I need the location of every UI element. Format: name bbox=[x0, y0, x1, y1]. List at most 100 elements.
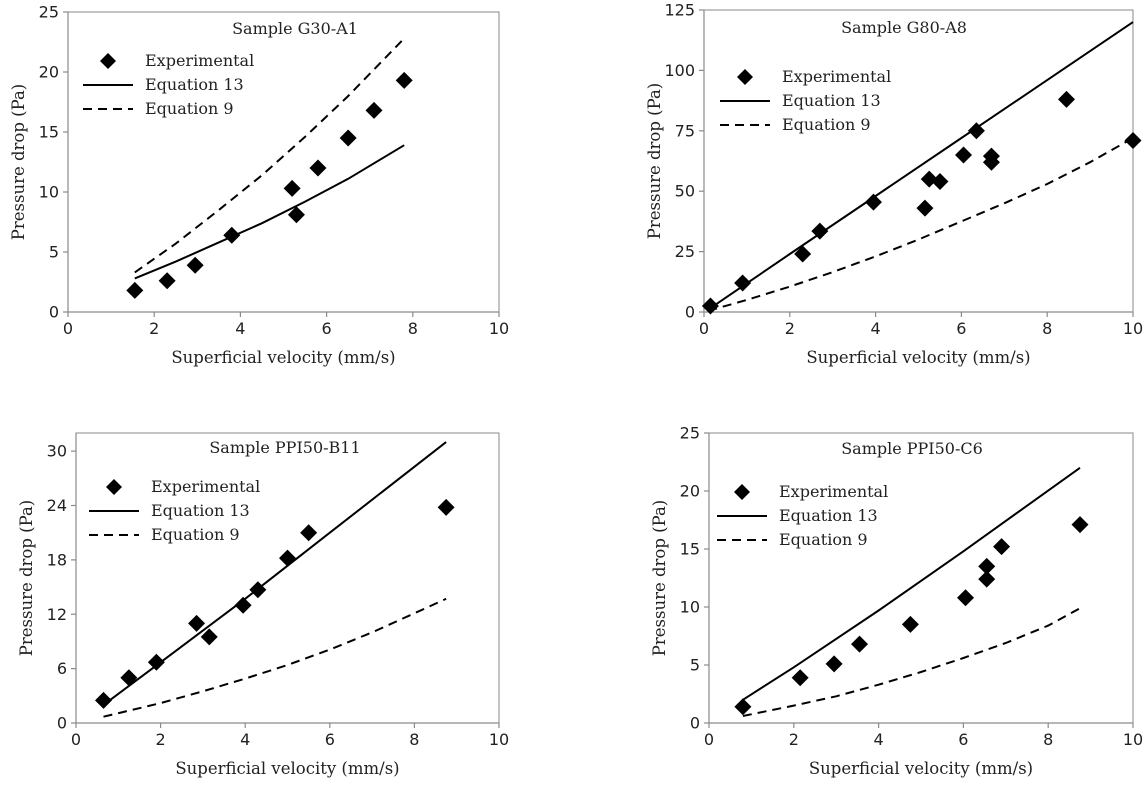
x-tick-label: 10 bbox=[1123, 730, 1143, 749]
legend-label: Equation 13 bbox=[782, 91, 881, 110]
legend-label: Experimental bbox=[779, 482, 888, 501]
y-tick-label: 0 bbox=[685, 303, 695, 322]
y-tick-label: 18 bbox=[47, 550, 67, 569]
legend-marker-diamond bbox=[734, 484, 750, 500]
x-axis-label: Superficial velocity (mm/s) bbox=[806, 348, 1030, 367]
data-point-diamond bbox=[701, 297, 719, 315]
series-experimental bbox=[94, 498, 455, 709]
data-point-diamond bbox=[287, 206, 305, 224]
legend: Experimental Equation 13 Equation 9 bbox=[83, 51, 254, 118]
y-tick-label: 24 bbox=[47, 496, 67, 515]
legend-label: Equation 13 bbox=[151, 501, 250, 520]
series-line-equation-9 bbox=[708, 137, 1134, 312]
x-tick-label: 2 bbox=[789, 730, 799, 749]
chart-title: Sample G80-A8 bbox=[841, 18, 967, 37]
data-point-diamond bbox=[811, 222, 829, 240]
x-tick-label: 6 bbox=[956, 319, 966, 338]
data-point-diamond bbox=[978, 570, 996, 588]
data-point-diamond bbox=[339, 129, 357, 147]
x-axis-label: Superficial velocity (mm/s) bbox=[171, 348, 395, 367]
y-tick-label: 25 bbox=[39, 3, 59, 22]
x-tick-label: 0 bbox=[71, 730, 81, 749]
y-axis-label: Pressure drop (Pa) bbox=[9, 84, 28, 240]
data-point-diamond bbox=[223, 226, 241, 244]
data-point-diamond bbox=[967, 122, 985, 140]
x-tick-label: 8 bbox=[1042, 319, 1052, 338]
data-point-diamond bbox=[734, 274, 752, 292]
x-tick-label: 10 bbox=[489, 319, 509, 338]
x-tick-label: 6 bbox=[958, 730, 968, 749]
y-tick-label: 75 bbox=[675, 121, 695, 140]
legend-label: Equation 13 bbox=[145, 75, 244, 94]
chart-panel-1: 0 2 4 6 8 10 0 5 10 15 20 25 Superficial velocity (m… bbox=[9, 3, 509, 368]
y-tick-label: 0 bbox=[49, 303, 59, 322]
data-point-diamond bbox=[126, 281, 144, 299]
x-tick-label: 4 bbox=[235, 319, 245, 338]
data-point-diamond bbox=[186, 256, 204, 274]
data-point-diamond bbox=[147, 653, 165, 671]
data-point-diamond bbox=[916, 199, 934, 217]
data-point-diamond bbox=[395, 71, 413, 89]
x-tick-label: 2 bbox=[149, 319, 159, 338]
data-point-diamond bbox=[309, 159, 327, 177]
data-point-diamond bbox=[158, 272, 176, 290]
y-tick-label: 125 bbox=[664, 1, 695, 20]
y-axis-label: Pressure drop (Pa) bbox=[645, 83, 664, 239]
series-line-equation-13 bbox=[102, 441, 447, 706]
x-tick-label: 8 bbox=[1043, 730, 1053, 749]
y-tick-label: 25 bbox=[680, 424, 700, 443]
x-axis-label: Superficial velocity (mm/s) bbox=[809, 759, 1033, 778]
y-axis-label: Pressure drop (Pa) bbox=[17, 500, 36, 656]
y-tick-label: 10 bbox=[39, 183, 59, 202]
chart-panel-4: 0 2 4 6 8 10 0 5 10 15 20 25 Superficial velocity (m… bbox=[650, 424, 1143, 779]
y-tick-label: 50 bbox=[675, 182, 695, 201]
legend-label: Equation 9 bbox=[782, 115, 871, 134]
data-point-diamond bbox=[734, 698, 752, 716]
x-tick-label: 10 bbox=[489, 730, 509, 749]
series-line-equation-13 bbox=[707, 21, 1134, 311]
x-tick-label: 4 bbox=[240, 730, 250, 749]
legend: Experimental Equation 13 Equation 9 bbox=[720, 67, 891, 134]
data-point-diamond bbox=[200, 628, 218, 646]
y-tick-label: 30 bbox=[47, 442, 67, 461]
legend-marker-diamond bbox=[106, 479, 122, 495]
x-tick-label: 0 bbox=[699, 319, 709, 338]
series-line-equation-9 bbox=[742, 607, 1081, 717]
chart-title: Sample PPI50-B11 bbox=[209, 438, 360, 457]
data-point-diamond bbox=[120, 669, 138, 687]
y-tick-label: 20 bbox=[680, 482, 700, 501]
y-tick-label: 100 bbox=[664, 61, 695, 80]
legend: Experimental Equation 13 Equation 9 bbox=[89, 477, 260, 544]
x-axis-label: Superficial velocity (mm/s) bbox=[175, 759, 399, 778]
legend-label: Equation 9 bbox=[779, 530, 868, 549]
data-point-diamond bbox=[188, 614, 206, 632]
data-point-diamond bbox=[931, 173, 949, 191]
y-tick-label: 5 bbox=[49, 243, 59, 262]
legend-marker-diamond bbox=[100, 53, 116, 69]
data-point-diamond bbox=[1124, 131, 1142, 149]
data-point-diamond bbox=[791, 669, 809, 687]
data-point-diamond bbox=[1058, 90, 1076, 108]
data-point-diamond bbox=[993, 538, 1011, 556]
x-tick-label: 6 bbox=[325, 730, 335, 749]
legend-label: Experimental bbox=[782, 67, 891, 86]
legend-label: Equation 9 bbox=[151, 525, 240, 544]
data-point-diamond bbox=[901, 615, 919, 633]
y-tick-label: 12 bbox=[47, 605, 67, 624]
series-line-equation-9 bbox=[134, 37, 405, 274]
data-point-diamond bbox=[437, 498, 455, 516]
y-tick-label: 0 bbox=[690, 714, 700, 733]
x-tick-label: 10 bbox=[1123, 319, 1143, 338]
series-line-equation-13 bbox=[742, 466, 1081, 701]
legend-label: Experimental bbox=[145, 51, 254, 70]
y-tick-label: 10 bbox=[680, 598, 700, 617]
data-point-diamond bbox=[982, 153, 1000, 171]
y-tick-label: 0 bbox=[57, 714, 67, 733]
legend-label: Equation 9 bbox=[145, 99, 234, 118]
chart-title: Sample G30-A1 bbox=[232, 19, 358, 38]
y-tick-label: 15 bbox=[39, 123, 59, 142]
data-point-diamond bbox=[279, 549, 296, 567]
